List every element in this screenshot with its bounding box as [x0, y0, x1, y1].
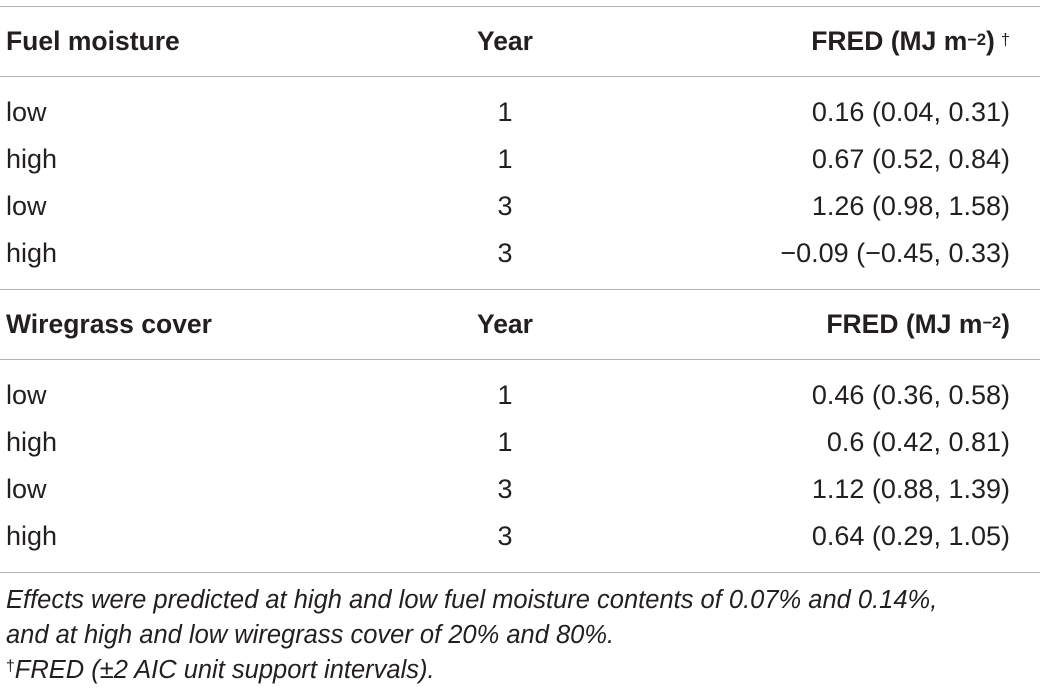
header-factor: Fuel moisture: [6, 26, 180, 57]
factor-cell: high: [6, 427, 58, 457]
factor-cell: high: [6, 144, 58, 174]
fuel-moisture-header-row: Fuel moisture Year FRED (MJ m−2) †: [0, 7, 1040, 76]
table-row: low 3 1.26 (0.98, 1.58): [0, 183, 1040, 230]
table-row: high 3 0.64 (0.29, 1.05): [0, 513, 1040, 560]
factor-cell: high: [6, 521, 58, 551]
dagger-mark: †: [6, 657, 15, 675]
footnote-line: Effects were predicted at high and low f…: [6, 586, 938, 614]
fred-cell: 1.12 (0.88, 1.39): [811, 474, 1010, 504]
table-row: high 1 0.67 (0.52, 0.84): [0, 136, 1040, 183]
year-cell: 3: [497, 191, 513, 221]
table-footnotes: Effects were predicted at high and low f…: [0, 573, 1040, 691]
fred-cell: 0.16 (0.04, 0.31): [811, 97, 1010, 127]
fuel-moisture-body: low 1 0.16 (0.04, 0.31) high 1 0.67 (0.5…: [0, 77, 1040, 289]
year-cell: 1: [497, 427, 513, 457]
factor-cell: high: [6, 238, 58, 268]
year-cell: 1: [497, 380, 513, 410]
fred-cell: 0.67 (0.52, 0.84): [811, 144, 1010, 174]
top-rule: [0, 6, 1040, 7]
footnote-line: and at high and low wiregrass cover of 2…: [6, 621, 615, 649]
factor-cell: low: [6, 97, 47, 127]
table-row: low 1 0.16 (0.04, 0.31): [0, 89, 1040, 136]
year-cell: 3: [497, 521, 513, 551]
section-rule: [0, 289, 1040, 290]
header-rule: [0, 359, 1040, 360]
header-rule: [0, 76, 1040, 77]
wiregrass-cover-header-row: Wiregrass cover Year FRED (MJ m−2): [0, 290, 1040, 359]
factor-cell: low: [6, 474, 47, 504]
header-year: Year: [476, 309, 533, 340]
table-row: high 1 0.6 (0.42, 0.81): [0, 419, 1040, 466]
fred-cell: −0.09 (−0.45, 0.33): [780, 238, 1010, 268]
factor-cell: low: [6, 191, 47, 221]
wiregrass-cover-body: low 1 0.46 (0.36, 0.58) high 1 0.6 (0.42…: [0, 360, 1040, 572]
fred-cell: 0.46 (0.36, 0.58): [811, 380, 1010, 410]
fred-cell: 1.26 (0.98, 1.58): [811, 191, 1010, 221]
year-cell: 1: [497, 97, 513, 127]
year-cell: 3: [497, 474, 513, 504]
table-row: low 1 0.46 (0.36, 0.58): [0, 372, 1040, 419]
dagger-mark: †: [1000, 30, 1010, 49]
header-fred: FRED (MJ m−2): [826, 309, 1010, 340]
dagger-footnote: †FRED (±2 AIC unit support intervals).: [6, 653, 1040, 691]
header-year: Year: [476, 26, 533, 57]
bottom-rule: [0, 572, 1040, 573]
header-fred: FRED (MJ m−2) †: [811, 26, 1010, 57]
year-cell: 1: [497, 144, 513, 174]
header-factor: Wiregrass cover: [6, 309, 212, 340]
fred-cell: 0.64 (0.29, 1.05): [811, 521, 1010, 551]
fred-cell: 0.6 (0.42, 0.81): [826, 427, 1010, 457]
factor-cell: low: [6, 380, 47, 410]
table-row: low 3 1.12 (0.88, 1.39): [0, 466, 1040, 513]
table-row: high 3 −0.09 (−0.45, 0.33): [0, 230, 1040, 277]
year-cell: 3: [497, 238, 513, 268]
dagger-footnote-text: FRED (±2 AIC unit support intervals).: [14, 656, 435, 684]
